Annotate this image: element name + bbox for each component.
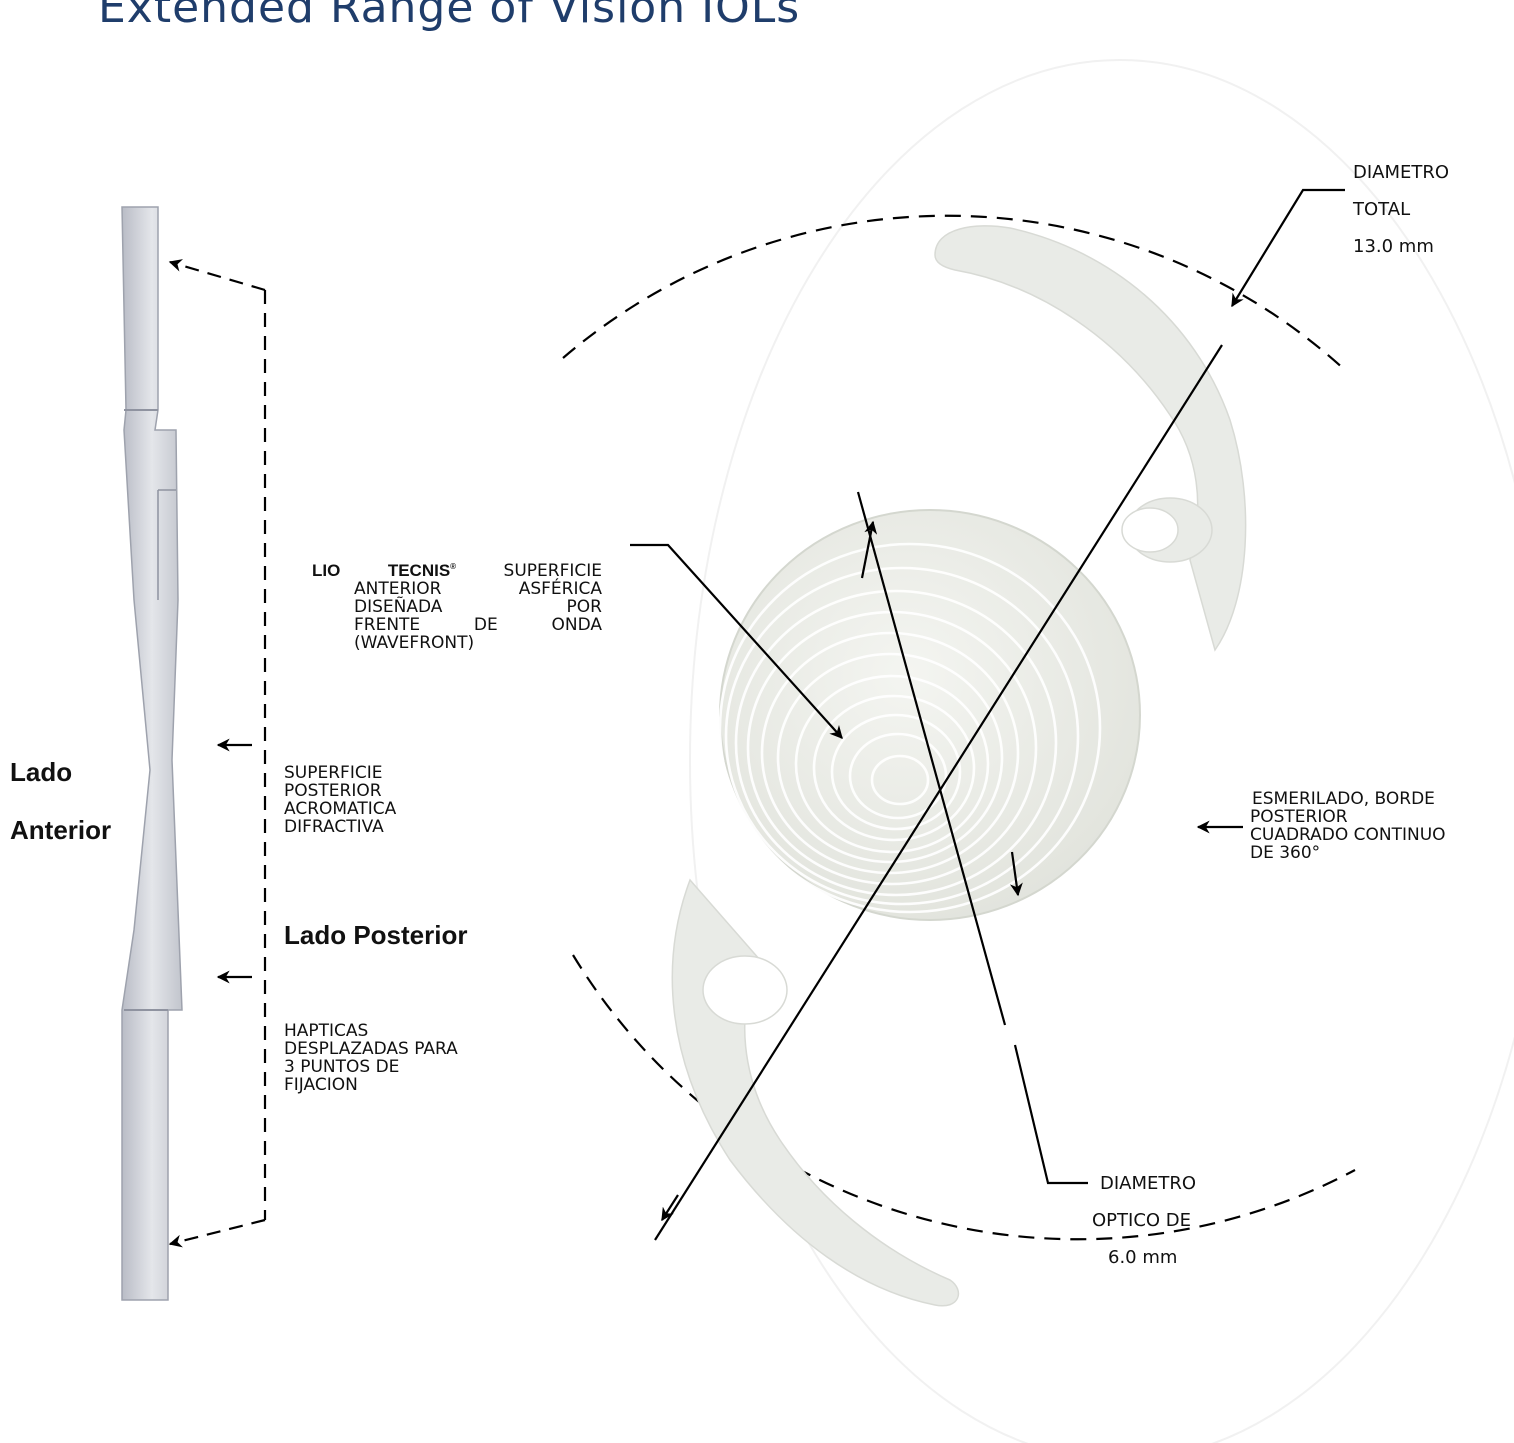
- edge-line4: DE 360°: [1250, 843, 1321, 863]
- tecnis-line1-rest: SUPERFICIE: [503, 561, 602, 581]
- posterior-surface-line4: DIFRACTIVA: [284, 817, 384, 837]
- edge-line3: CUADRADO CONTINUO: [1250, 825, 1446, 845]
- optic-diameter-line3: 6.0 mm: [1108, 1247, 1178, 1268]
- lado-anterior-line2: Anterior: [10, 815, 112, 845]
- tecnis-brand: TECNIS: [387, 561, 451, 580]
- lens-haptics: [671, 225, 1247, 1307]
- lado-posterior-label: Lado Posterior: [284, 920, 468, 950]
- posterior-surface-line2: POSTERIOR: [284, 781, 382, 801]
- optic-diameter-line1: DIAMETRO: [1100, 1173, 1197, 1194]
- total-diameter-line3: 13.0 mm: [1353, 236, 1434, 257]
- edge-line2: POSTERIOR: [1250, 807, 1348, 827]
- total-diameter-circle: [562, 214, 1356, 1241]
- tecnis-callout: LIO TECNIS® SUPERFICIE ANTERIOR ASFÉRICA…: [312, 558, 602, 653]
- haptics-line4: FIJACION: [284, 1075, 358, 1095]
- posterior-surface-callout: SUPERFICIE POSTERIOR ACROMATICA DIFRACTI…: [284, 764, 396, 836]
- registered-mark: ®: [450, 562, 457, 571]
- total-diameter-line1: DIAMETRO: [1353, 162, 1450, 183]
- haptics-line1: HAPTICAS: [284, 1021, 369, 1041]
- posterior-surface-line1: SUPERFICIE: [284, 763, 383, 783]
- lio-prefix: LIO: [312, 561, 341, 580]
- leader-lines: [630, 188, 1345, 1241]
- total-diameter-line2: TOTAL: [1353, 199, 1411, 220]
- background-ghost: [689, 59, 1514, 1443]
- total-diameter-callout: DIAMETRO TOTAL 13.0 mm: [1353, 154, 1449, 265]
- tecnis-line2: ANTERIOR ASFÉRICA: [354, 579, 602, 599]
- lens-side-profile: [121, 206, 183, 1301]
- tecnis-line3: DISEÑADA POR: [354, 597, 602, 617]
- posterior-surface-line3: ACROMATICA: [284, 799, 397, 819]
- diffractive-rings: [718, 542, 1102, 914]
- lado-anterior-line1: Lado: [10, 757, 73, 787]
- optic-diameter-callout: DIAMETRO OPTICO DE 6.0 mm: [1092, 1165, 1196, 1276]
- haptics-callout: HAPTICAS DESPLAZADAS PARA 3 PUNTOS DE FI…: [284, 1022, 458, 1094]
- tecnis-line5: (WAVEFRONT): [354, 633, 475, 653]
- edge-callout: ESMERILADO, BORDE POSTERIOR CUADRADO CON…: [1250, 790, 1446, 862]
- tecnis-line4: FRENTE DE ONDA: [354, 615, 602, 635]
- page-title: Extended Range of Vision IOLs: [98, 0, 801, 33]
- profile-bracket: [168, 259, 267, 1248]
- lens-optic: [718, 509, 1141, 921]
- haptics-line2: DESPLAZADAS PARA: [284, 1039, 458, 1059]
- edge-line1: ESMERILADO, BORDE: [1252, 789, 1435, 809]
- optic-diameter-line2: OPTICO DE: [1092, 1210, 1192, 1231]
- haptics-line3: 3 PUNTOS DE: [284, 1057, 400, 1077]
